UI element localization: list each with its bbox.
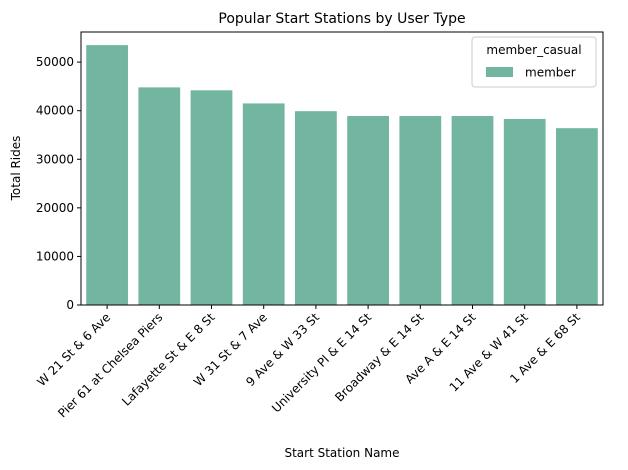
y-axis-label: Total Rides <box>9 136 23 202</box>
y-tick-label: 0 <box>66 298 74 312</box>
bar <box>138 87 181 305</box>
x-tick-label: Pier 61 at Chelsea Piers <box>55 310 165 420</box>
legend: member_casual member <box>471 36 597 88</box>
x-tick-label: Broadway & E 14 St <box>332 310 426 404</box>
legend-title: member_casual <box>486 43 581 57</box>
y-tick-label: 10000 <box>36 249 74 263</box>
y-tick-label: 40000 <box>36 104 74 118</box>
bars-group <box>86 45 598 306</box>
bar <box>295 111 337 306</box>
bar <box>190 90 233 305</box>
y-tick-label: 50000 <box>36 55 74 69</box>
y-tick-label: 20000 <box>36 201 74 215</box>
x-tick-label: Lafayette St & E 8 St <box>119 310 218 409</box>
bar <box>242 103 285 305</box>
bar <box>347 116 389 305</box>
plot-frame <box>80 31 604 306</box>
legend-swatch <box>486 67 513 77</box>
bar <box>556 128 598 305</box>
bar <box>503 118 546 305</box>
y-tick-label: 30000 <box>36 152 74 166</box>
x-tick-label: University Pl & E 14 St <box>269 310 374 415</box>
legend-entry-label: member <box>525 66 576 80</box>
bar <box>86 45 128 306</box>
bar <box>399 116 442 305</box>
bar <box>451 116 494 305</box>
y-axis: 0 10000 20000 30000 40000 50000 <box>36 55 81 312</box>
chart-title: Popular Start Stations by User Type <box>218 11 465 27</box>
x-axis-label: Start Station Name <box>284 446 399 460</box>
